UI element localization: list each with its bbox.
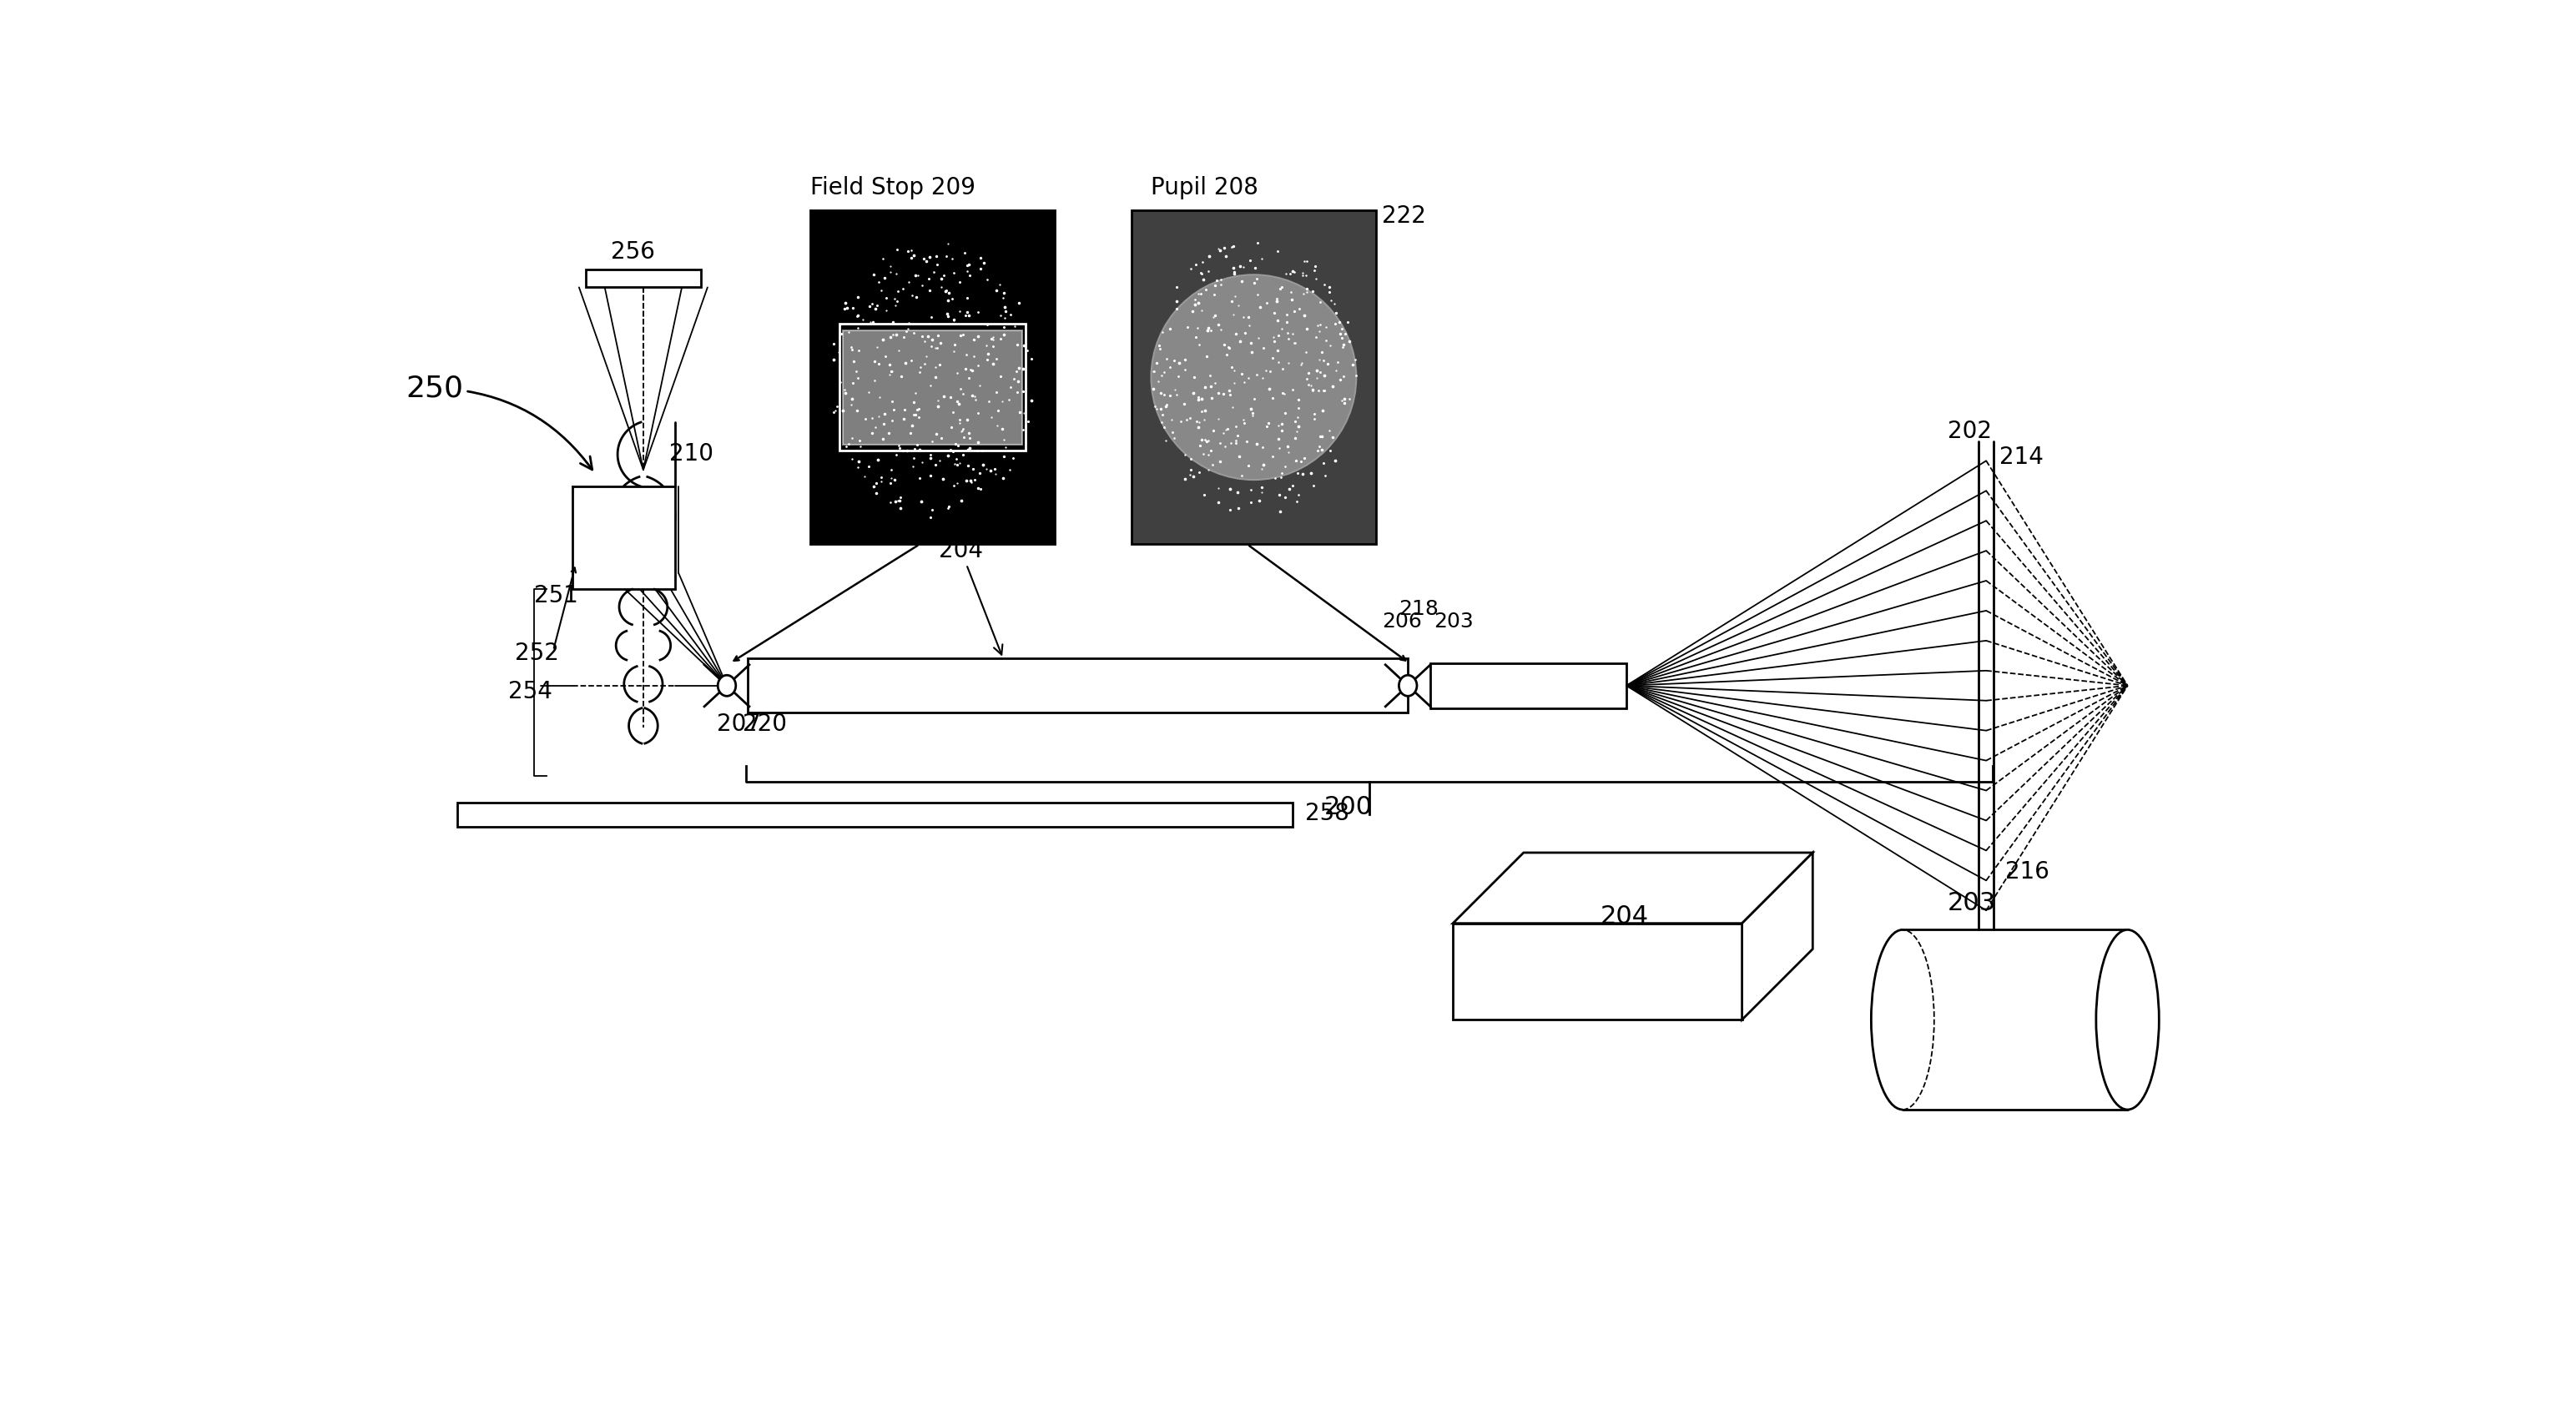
Text: 202: 202 [1947,420,1991,443]
Ellipse shape [719,674,737,696]
Text: 203: 203 [1435,612,1473,632]
Text: 203: 203 [1947,892,1996,916]
Text: 210: 210 [670,443,714,466]
Text: 252: 252 [515,642,559,665]
Text: Pupil 208: Pupil 208 [1151,176,1260,199]
Polygon shape [1453,923,1741,1020]
Text: 250: 250 [404,373,592,470]
Polygon shape [1741,852,1814,1020]
Text: 258: 258 [1306,802,1350,825]
Circle shape [1151,274,1355,480]
Polygon shape [1453,852,1814,923]
Bar [456,802,1293,826]
Text: 220: 220 [742,713,788,736]
Bar [1131,210,1376,544]
Bar [747,659,1409,713]
Text: 256: 256 [611,240,654,264]
Text: 200: 200 [1324,795,1373,819]
Ellipse shape [1399,674,1417,696]
Text: 251: 251 [533,584,577,608]
Bar [840,324,1025,450]
Text: 218: 218 [1399,599,1437,619]
Text: 204: 204 [938,538,1002,655]
Bar [811,210,1054,544]
Ellipse shape [2097,930,2159,1109]
Text: 206: 206 [1383,612,1422,632]
Text: 207: 207 [716,713,762,736]
Bar [1430,663,1625,709]
Text: 216: 216 [2007,861,2050,883]
Text: 214: 214 [1999,446,2043,469]
Text: 204: 204 [1600,905,1649,929]
Bar [585,270,701,287]
Text: 254: 254 [507,680,551,703]
Bar [842,331,1023,444]
Text: 222: 222 [1383,204,1427,229]
Bar [572,487,675,589]
Text: Field Stop 209: Field Stop 209 [811,176,976,199]
